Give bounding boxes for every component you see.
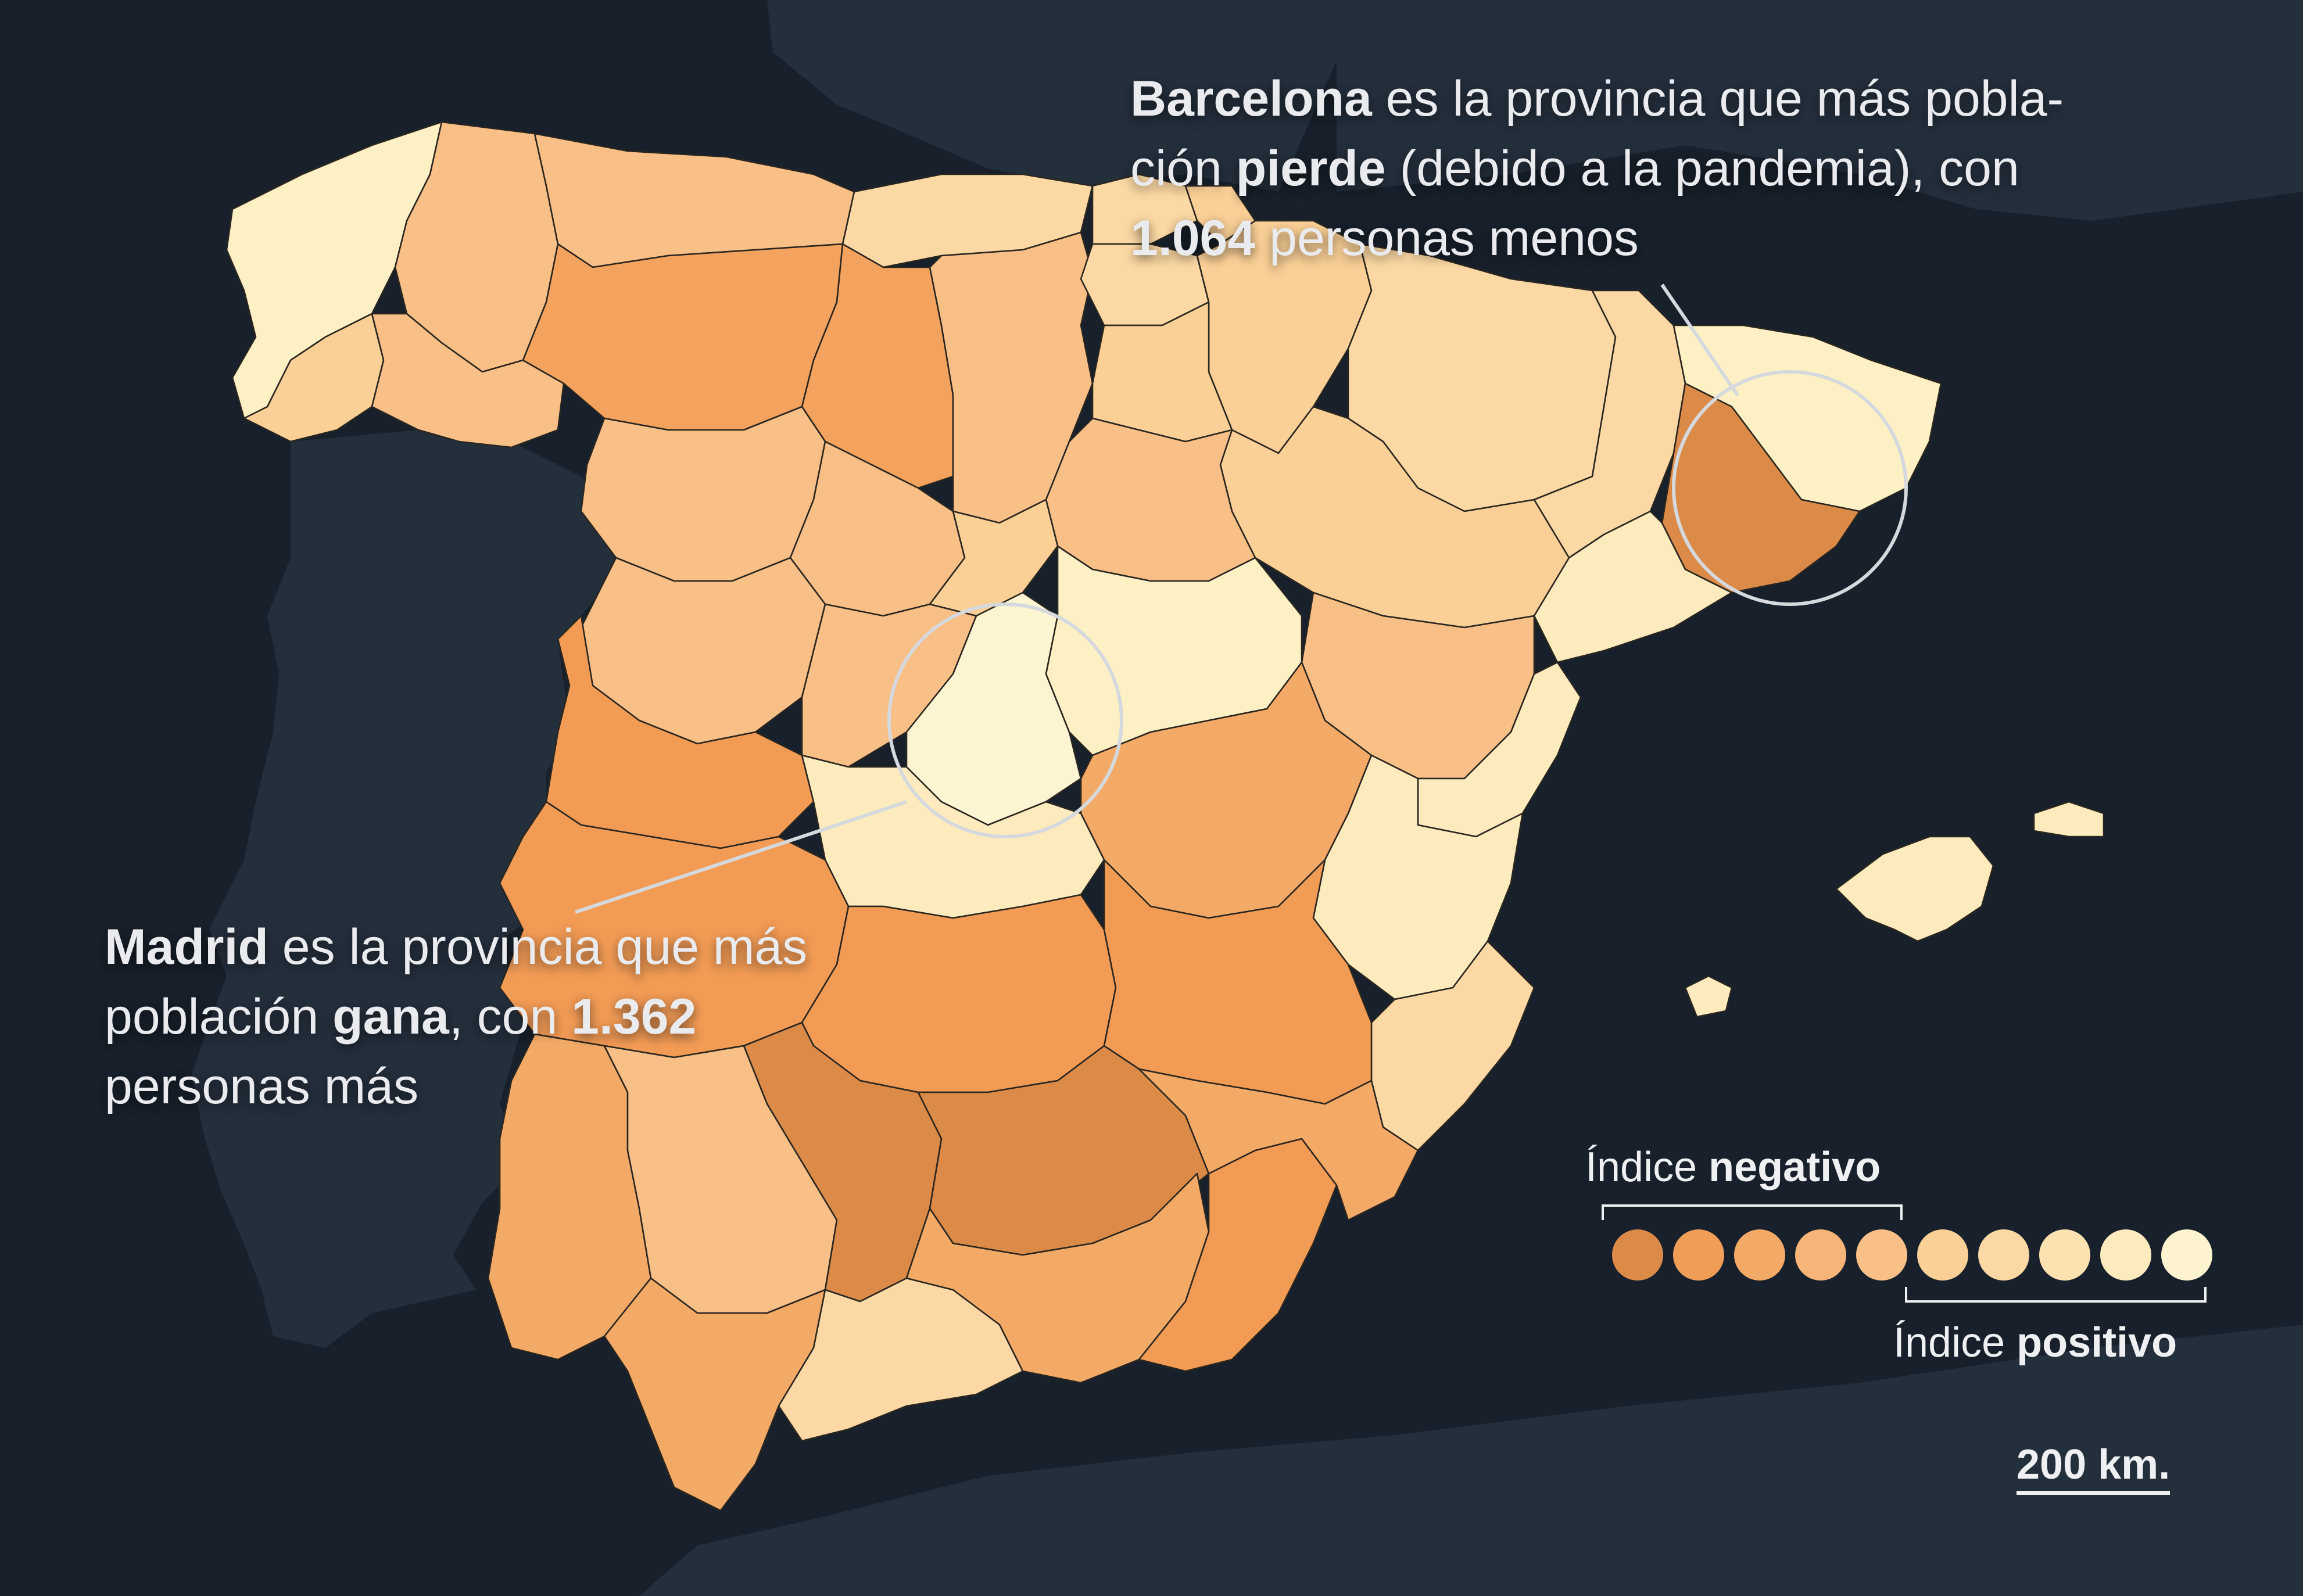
province-ibiza[interactable] bbox=[1684, 975, 1733, 1018]
legend-negative-prefix: Índice bbox=[1585, 1144, 1709, 1190]
legend-swatch bbox=[1978, 1229, 2029, 1281]
legend-swatch bbox=[2100, 1229, 2151, 1281]
annotation-text: (debido a la pandemia), con bbox=[1385, 141, 2019, 196]
annotation-number: 1.064 bbox=[1130, 210, 1256, 266]
province-zamora[interactable] bbox=[580, 406, 826, 582]
legend-positive-label: Índice positivo bbox=[1893, 1319, 2177, 1367]
legend-swatch bbox=[1612, 1229, 1663, 1281]
annotation-text: personas menos bbox=[1255, 210, 1639, 266]
annotation-text: personas más bbox=[105, 1059, 419, 1114]
portugal-land bbox=[192, 430, 628, 1348]
madrid-leader-line bbox=[575, 800, 907, 914]
legend-negative-label: Índice negativo bbox=[1585, 1143, 1881, 1191]
legend-swatch bbox=[1673, 1229, 1724, 1281]
legend-positive-bold: positivo bbox=[2017, 1319, 2177, 1366]
barcelona-leader-line bbox=[1660, 284, 1739, 396]
legend-positive-prefix: Índice bbox=[1893, 1319, 2017, 1366]
france-land bbox=[767, 0, 1348, 192]
france-east-land bbox=[1337, 0, 2303, 221]
scale-bar: 200 km. bbox=[2017, 1441, 2171, 1495]
madrid-highlight-ring bbox=[887, 602, 1123, 838]
province-barcelona[interactable] bbox=[1661, 382, 1861, 594]
legend-swatches bbox=[1612, 1229, 2212, 1281]
legend-positive-bracket bbox=[1905, 1287, 2207, 1303]
legend-swatch bbox=[2161, 1229, 2212, 1281]
annotation-number: 1.362 bbox=[571, 989, 697, 1045]
annotation-text: es la provincia que más bbox=[268, 919, 808, 975]
province-ourense[interactable] bbox=[371, 313, 565, 449]
africa-land bbox=[639, 1325, 2303, 1596]
legend-swatch bbox=[1734, 1229, 1785, 1281]
province-menorca[interactable] bbox=[2033, 801, 2105, 838]
legend-swatch bbox=[1917, 1229, 1968, 1281]
annotation-text: es la provincia que más pobla- bbox=[1371, 71, 2064, 127]
annotation-verb: pierde bbox=[1235, 141, 1386, 196]
annotation-text: ción bbox=[1130, 141, 1236, 196]
province-tarragona[interactable] bbox=[1533, 510, 1733, 663]
province-soria[interactable] bbox=[1045, 417, 1256, 582]
province-mallorca[interactable] bbox=[1835, 835, 1994, 942]
annotation-text: población bbox=[105, 989, 333, 1045]
annotation-text: , con bbox=[449, 989, 572, 1045]
legend-swatch bbox=[1795, 1229, 1846, 1281]
madrid-annotation: Madrid es la provincia que más población… bbox=[105, 912, 976, 1121]
annotation-province: Madrid bbox=[105, 919, 268, 975]
province-valencia[interactable] bbox=[1312, 754, 1524, 1000]
legend-negative-bold: negativo bbox=[1709, 1144, 1881, 1190]
annotation-province: Barcelona bbox=[1130, 71, 1372, 127]
barcelona-highlight-ring bbox=[1672, 370, 1908, 606]
province-cadiz[interactable] bbox=[603, 1277, 826, 1512]
province-toledo[interactable] bbox=[801, 754, 1105, 919]
barcelona-annotation: Barcelona es la provincia que más pobla-… bbox=[1130, 64, 2234, 273]
annotation-verb: gana bbox=[332, 989, 449, 1045]
legend-swatch bbox=[2039, 1229, 2090, 1281]
province-murcia[interactable] bbox=[1138, 1068, 1419, 1221]
legend-swatch bbox=[1856, 1229, 1907, 1281]
legend-negative-bracket bbox=[1602, 1204, 1903, 1220]
